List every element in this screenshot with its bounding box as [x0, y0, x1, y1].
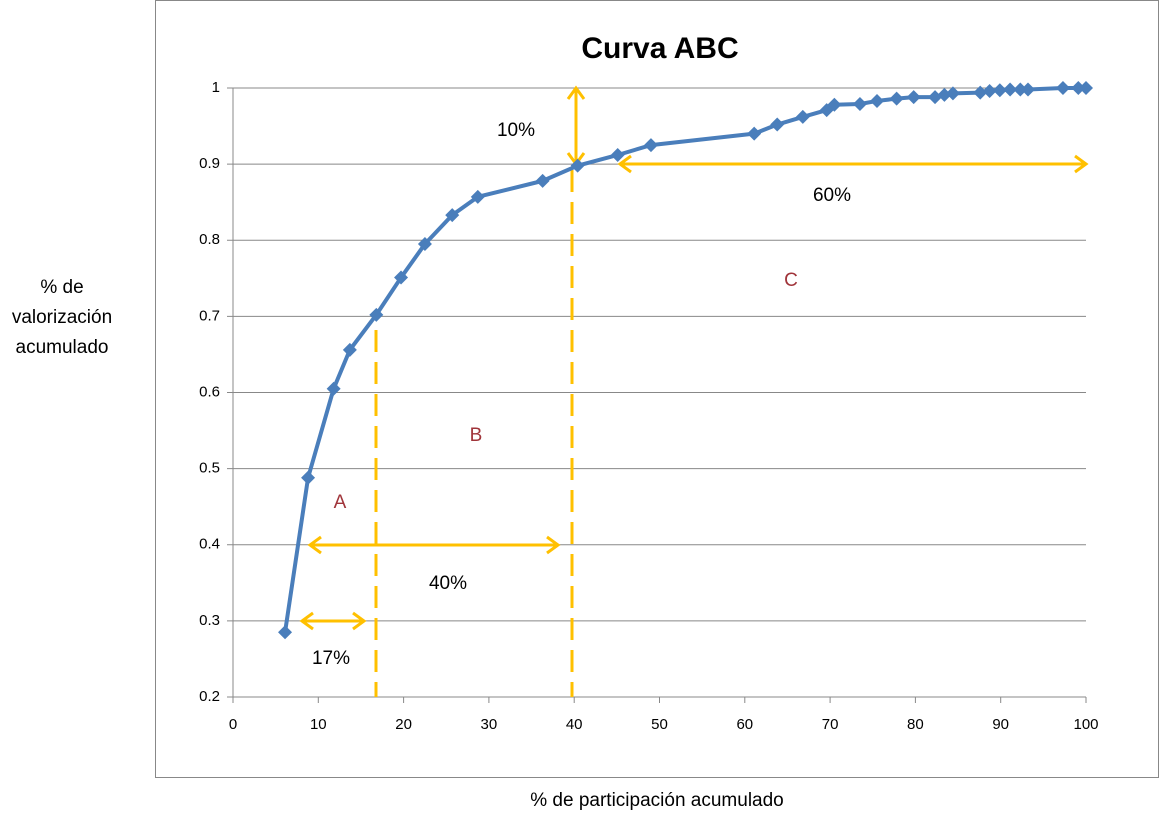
chart-frame — [155, 0, 1159, 778]
x-tick-label: 60 — [736, 716, 753, 733]
annotation-shapes — [299, 85, 1089, 697]
annotation: C — [784, 270, 798, 291]
arrow-head — [617, 154, 632, 174]
marker — [795, 109, 810, 124]
annotation: A — [334, 492, 347, 513]
annotation: 40% — [429, 573, 467, 594]
x-tick-label: 80 — [907, 716, 924, 733]
annotation: B — [470, 425, 483, 446]
marker — [1055, 81, 1070, 95]
y-tick-label: 0.8 — [199, 231, 220, 248]
marker — [937, 87, 952, 102]
arrow-head — [352, 611, 367, 631]
arrow-head — [1074, 154, 1089, 174]
y-tick-label: 0.7 — [199, 307, 220, 324]
annotation: 60% — [813, 185, 851, 206]
marker — [445, 208, 460, 223]
marker — [326, 381, 341, 396]
y-tick-label: 1 — [212, 79, 220, 96]
marker — [342, 342, 357, 357]
x-tick-label: 50 — [651, 716, 668, 733]
marker — [643, 138, 658, 153]
marker — [394, 270, 409, 285]
marker — [770, 117, 785, 132]
annotation: 17% — [312, 648, 350, 669]
y-tick-label: 0.5 — [199, 460, 220, 477]
x-tick-label: 100 — [1073, 716, 1098, 733]
marker — [417, 237, 432, 252]
y-tick-label: 0.2 — [199, 688, 220, 705]
x-tick-label: 90 — [992, 716, 1009, 733]
y-tick-label: 0.9 — [199, 155, 220, 172]
marker — [1003, 82, 1018, 97]
series — [278, 81, 1093, 640]
x-tick-label: 20 — [395, 716, 412, 733]
x-axis-label: % de participación acumulado — [530, 790, 784, 811]
chart-title: Curva ABC — [581, 32, 738, 65]
y-tick-label: 0.6 — [199, 383, 220, 400]
y-tick-label: 0.4 — [199, 536, 220, 553]
marker — [827, 97, 842, 112]
marker — [610, 147, 625, 162]
marker — [906, 90, 921, 105]
marker — [870, 93, 885, 108]
y-tick-label: 0.3 — [199, 612, 220, 629]
x-tick-label: 10 — [310, 716, 327, 733]
marker — [747, 126, 762, 141]
arrow-head — [299, 611, 314, 631]
marker — [973, 85, 988, 100]
marker — [1071, 81, 1086, 95]
marker — [852, 96, 867, 111]
x-tick-label: 70 — [822, 716, 839, 733]
arrow-head — [566, 85, 586, 100]
marker — [945, 86, 960, 101]
marker — [889, 91, 904, 106]
arrow-head — [307, 535, 322, 555]
marker — [992, 83, 1007, 98]
marker — [535, 173, 550, 188]
x-tick-label: 0 — [229, 716, 237, 733]
y-axis-label: % de valorización acumulado — [11, 277, 113, 358]
marker — [301, 470, 316, 485]
marker — [1020, 82, 1035, 97]
marker — [1079, 81, 1093, 95]
marker — [369, 307, 384, 322]
marker — [982, 84, 997, 99]
x-tick-label: 30 — [481, 716, 498, 733]
marker — [1013, 82, 1028, 97]
marker — [928, 90, 943, 105]
marker — [470, 189, 485, 204]
x-tick-label: 40 — [566, 716, 583, 733]
annotation: 10% — [497, 120, 535, 141]
arrow-head — [546, 535, 561, 555]
marker — [570, 158, 585, 173]
marker — [278, 625, 293, 640]
